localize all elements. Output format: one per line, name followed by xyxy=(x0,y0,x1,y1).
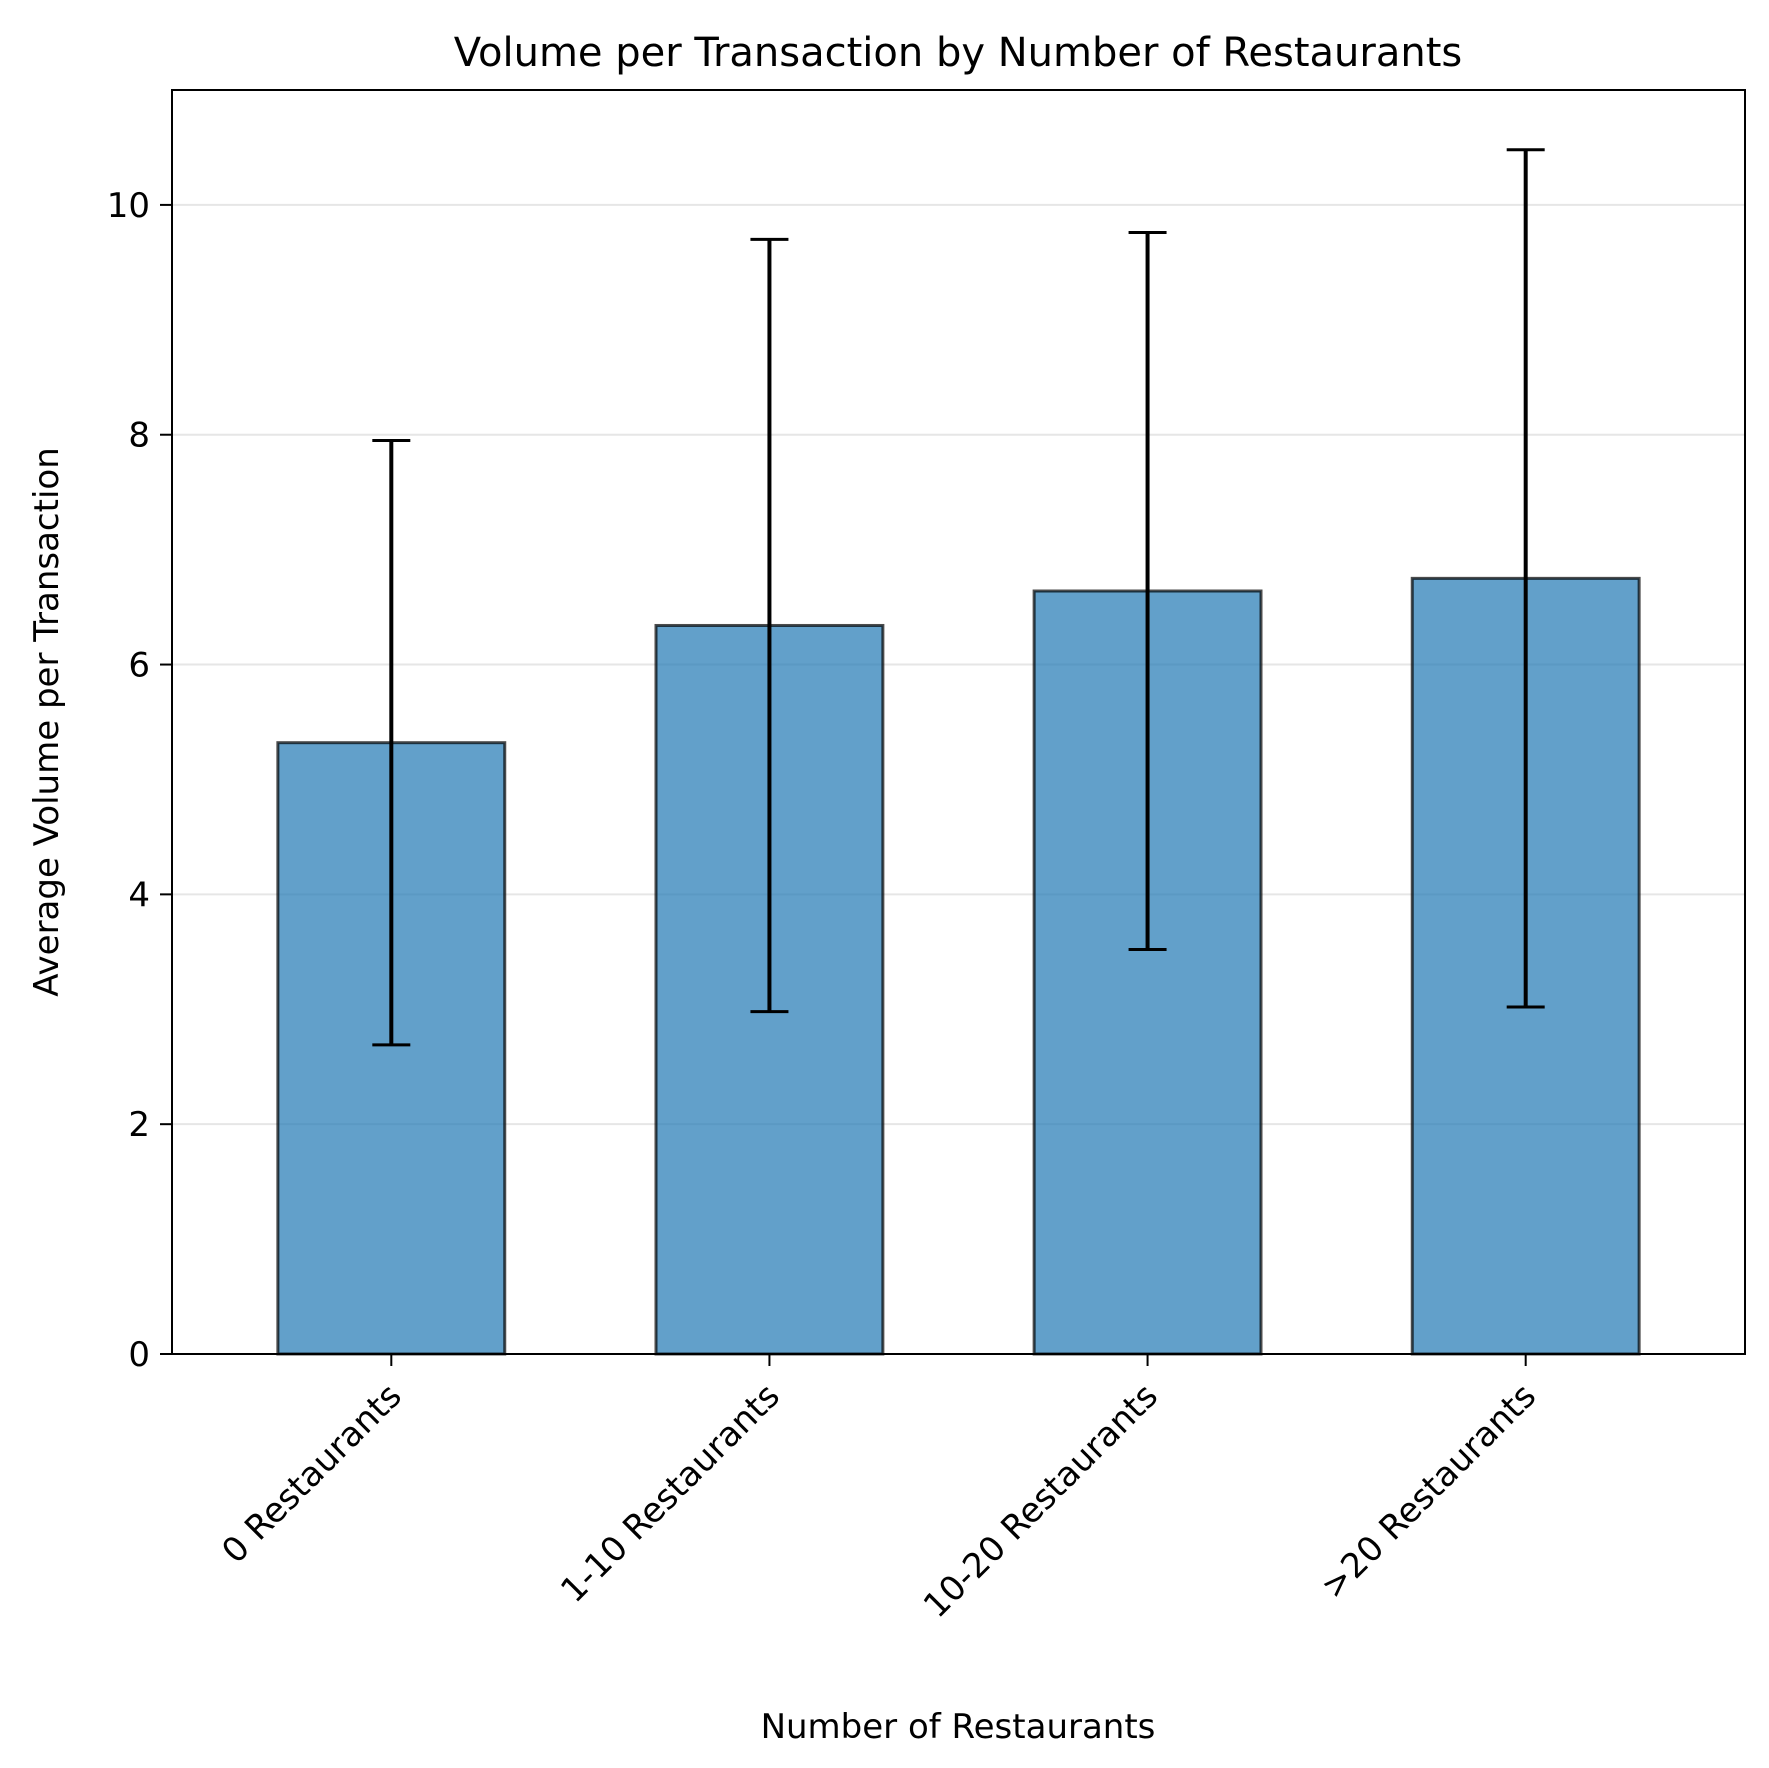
y-tick-label: 0 xyxy=(128,1335,150,1375)
y-axis-label: Average Volume per Transaction xyxy=(27,447,67,996)
y-tick-label: 6 xyxy=(128,646,150,686)
y-tick-label: 10 xyxy=(107,186,150,226)
chart-title: Volume per Transaction by Number of Rest… xyxy=(454,30,1462,76)
y-tick-label: 2 xyxy=(128,1105,150,1145)
plot-frame xyxy=(171,89,1746,1355)
y-tick-label: 8 xyxy=(128,416,150,456)
error-bars-layer xyxy=(372,148,1545,1047)
y-tick-label: 4 xyxy=(128,875,150,915)
x-axis-label: Number of Restaurants xyxy=(761,1707,1156,1747)
y-axis: 0 2 4 6 8 10 xyxy=(107,186,172,1375)
